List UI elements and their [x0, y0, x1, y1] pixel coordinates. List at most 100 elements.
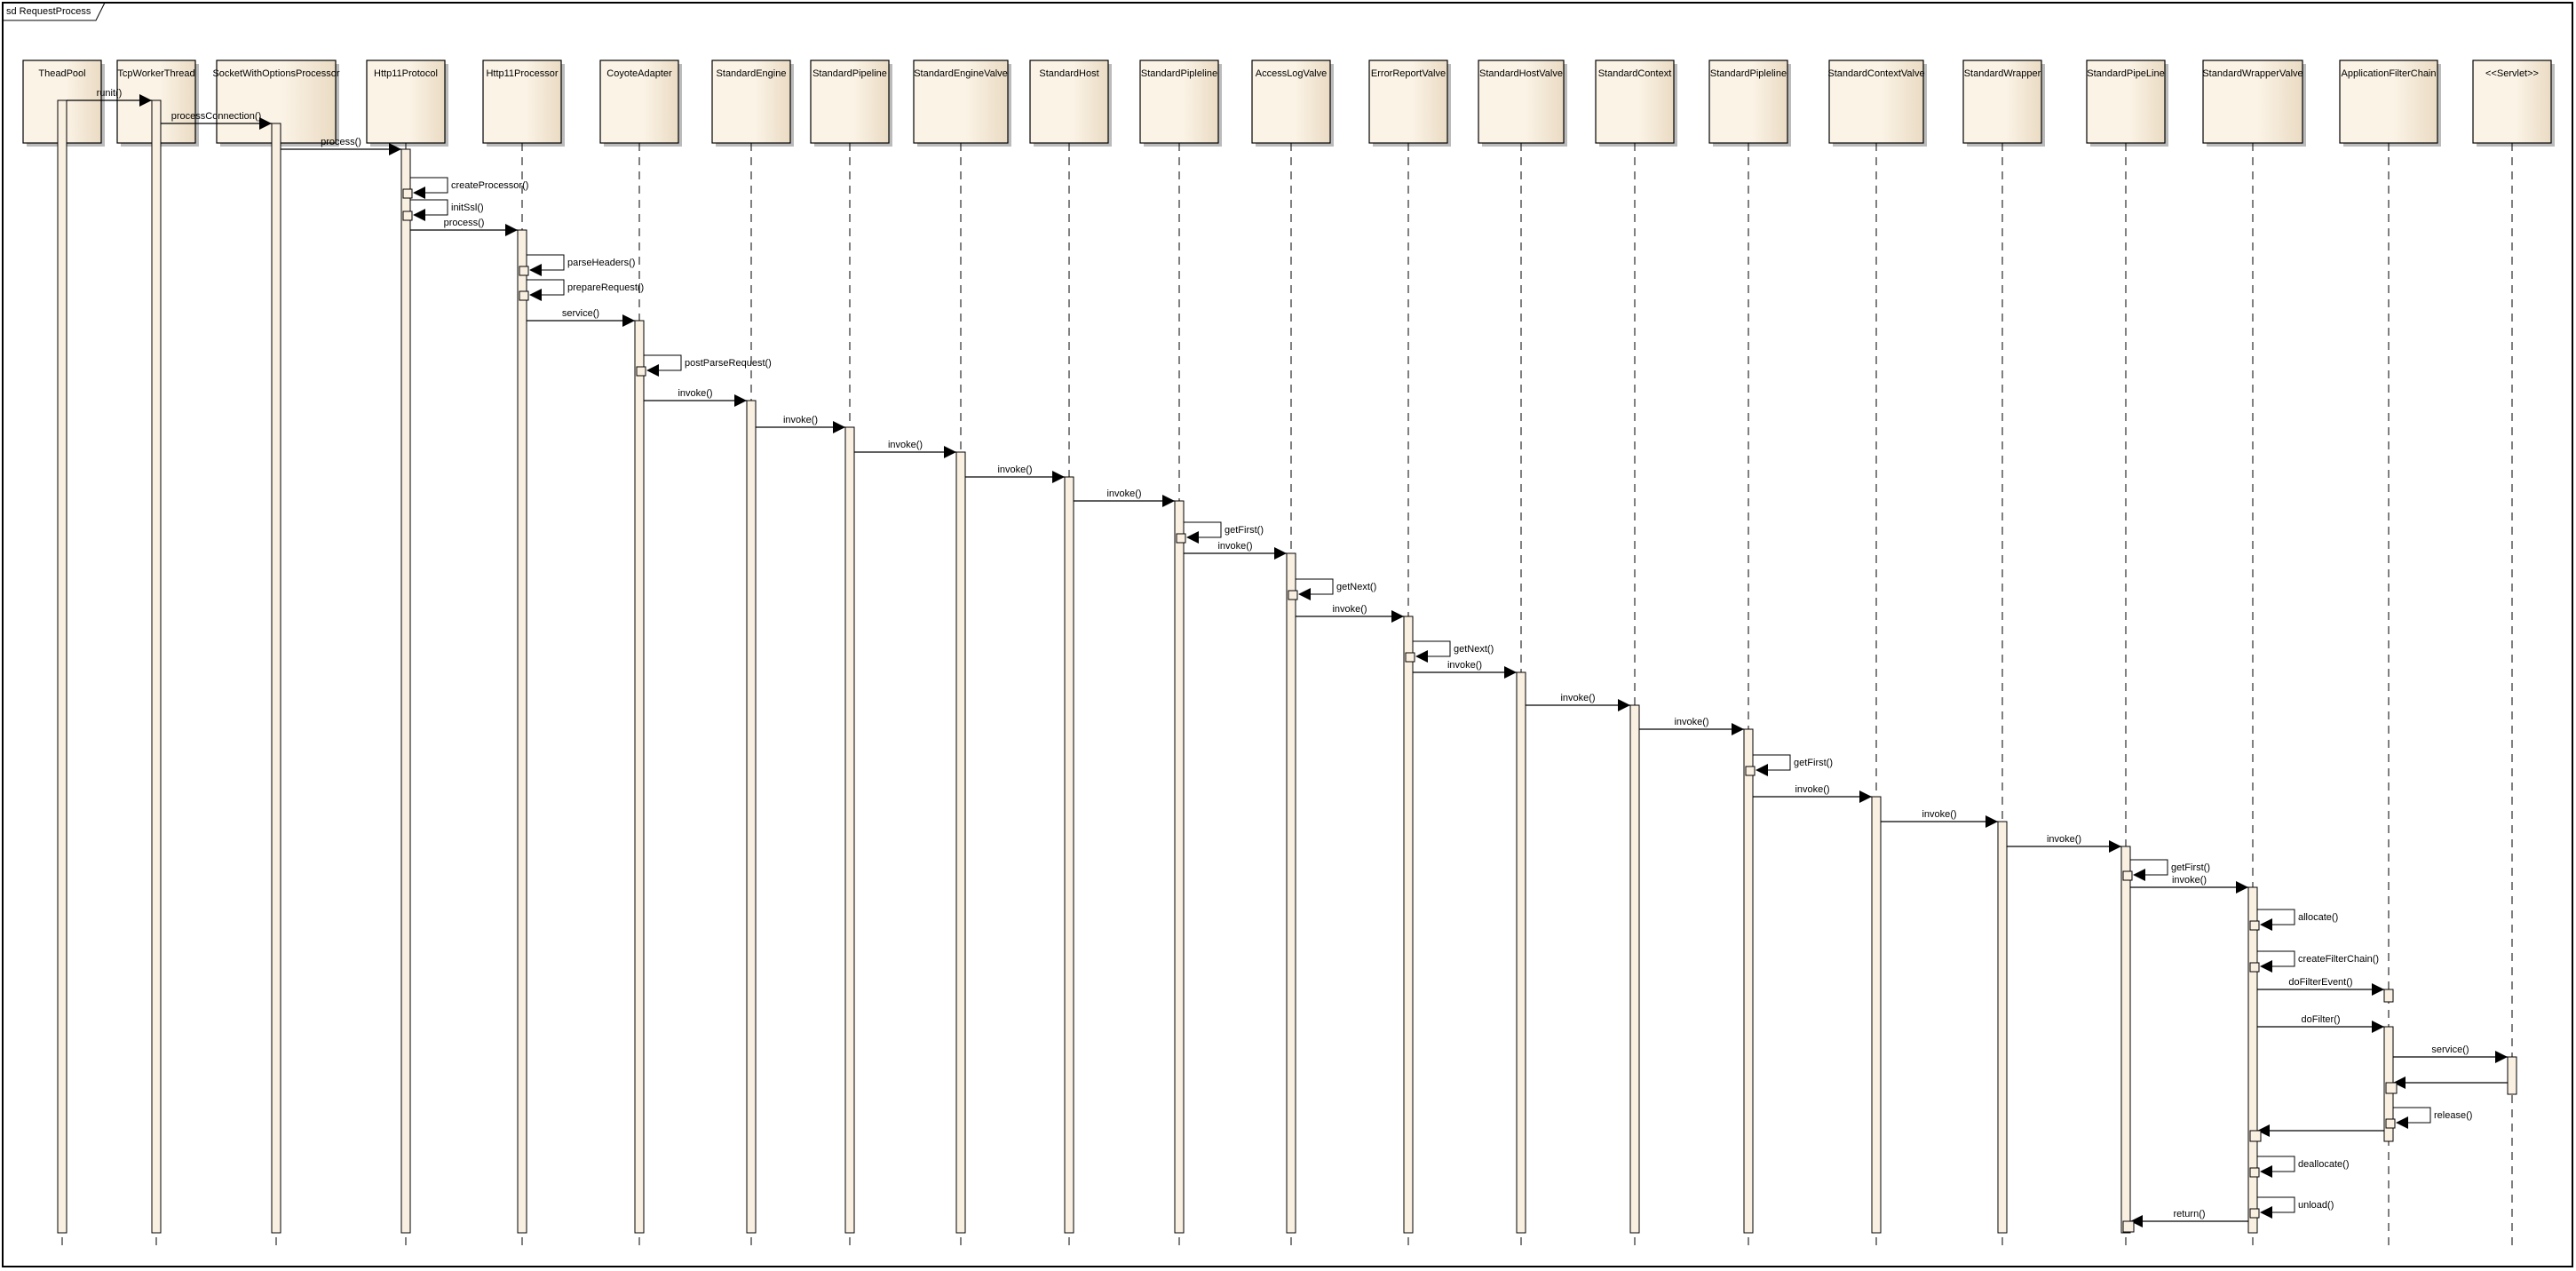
arrowhead-icon	[139, 94, 152, 107]
participant-label: ErrorReportValve	[1371, 68, 1446, 79]
message-label: service()	[2431, 1045, 2469, 1055]
participant-standardpipleline: StandardPipleline	[1708, 60, 1791, 1249]
activation-bar	[271, 123, 281, 1234]
message-invoke: invoke()	[854, 440, 956, 458]
activation-bar	[1174, 500, 1185, 1234]
activation-bar	[634, 320, 645, 1234]
participant-box	[2339, 60, 2438, 144]
arrowhead-icon	[1162, 495, 1175, 507]
message-getfirst: getFirst()	[1176, 521, 1264, 544]
activation-box	[1176, 533, 1186, 544]
activation-box	[2122, 870, 2133, 881]
message-invoke: invoke()	[2130, 875, 2248, 894]
message-label: getFirst()	[1794, 758, 1833, 768]
message-invoke: invoke()	[965, 465, 1065, 483]
message-label: getFirst()	[2171, 862, 2210, 873]
arrowhead-icon	[1186, 531, 1199, 544]
arrowhead-icon	[2495, 1051, 2508, 1063]
participant-standardwrapper: StandardWrapper	[1962, 60, 2045, 1249]
self-message-line	[1296, 578, 1334, 595]
participant-box	[1368, 60, 1448, 144]
message-label: getNext()	[1336, 582, 1376, 592]
message-label: invoke()	[997, 465, 1032, 475]
arrowhead-icon	[1504, 666, 1517, 679]
message-postparserequest: postParseRequest()	[636, 354, 772, 377]
activation-bar	[955, 451, 966, 1234]
activation-box	[1405, 652, 1415, 663]
arrowhead-icon	[1859, 790, 1872, 803]
self-message-line	[527, 279, 565, 296]
activation-box	[519, 290, 529, 301]
self-message-line	[644, 354, 682, 371]
message-invoke: invoke()	[644, 388, 747, 407]
activation-bar	[1997, 821, 2008, 1234]
message-label: processConnection()	[171, 111, 262, 122]
participant-accesslogvalve: AccessLogValve	[1251, 60, 1334, 1249]
activation-box	[2249, 1130, 2262, 1142]
arrowhead-icon	[1732, 723, 1744, 735]
frame-title: sd RequestProcess	[6, 6, 91, 17]
message-getnext: getNext()	[1288, 578, 1376, 600]
participant-box	[1029, 60, 1109, 144]
arrowhead-icon	[734, 394, 747, 407]
message-label: invoke()	[678, 388, 712, 399]
activation-box	[1288, 590, 1298, 600]
message-createprocessor: createProcessor()	[402, 177, 528, 199]
message-invoke: invoke()	[1526, 693, 1630, 711]
arrowhead-icon	[529, 289, 542, 301]
participant-label: StandardPipleline	[1710, 68, 1787, 79]
arrowhead-icon	[622, 314, 635, 327]
participant-label: StandardHost	[1039, 68, 1098, 79]
message-label: invoke()	[1674, 717, 1708, 727]
message-return	[2385, 1076, 2508, 1094]
message-label: runit()	[97, 88, 123, 99]
activation-box	[2122, 1220, 2135, 1233]
message-return	[2249, 1124, 2384, 1142]
arrowhead-icon	[1052, 471, 1065, 483]
activation-bar	[2120, 846, 2131, 1234]
participant-standardenginevalve: StandardEngineValve	[913, 60, 1011, 1249]
message-label: invoke()	[888, 440, 923, 450]
message-invoke: invoke()	[1184, 541, 1287, 560]
participant-coyoteadapter: CoyoteAdapter	[599, 60, 682, 1249]
message-invoke: invoke()	[1074, 489, 1175, 507]
message-process: process()	[410, 218, 518, 236]
participant-standardhostvalve: StandardHostValve	[1478, 60, 1567, 1249]
activation-bar	[1871, 796, 1882, 1234]
arrowhead-icon	[2396, 1116, 2408, 1129]
activation-box	[2249, 920, 2260, 931]
message-parseheaders: parseHeaders()	[519, 254, 635, 276]
participant-label: ApplicationFilterChain	[2342, 68, 2437, 79]
participant-standardcontextvalve: StandardContextValve	[1827, 60, 1927, 1249]
message-label: unload()	[2298, 1200, 2334, 1211]
arrowhead-icon	[833, 421, 845, 433]
activation-box	[402, 188, 413, 199]
message-dofilterevent: doFilterEvent()	[2257, 977, 2384, 996]
arrowhead-icon	[389, 143, 401, 155]
message-label: process()	[444, 218, 485, 228]
message-label: invoke()	[1795, 784, 1829, 795]
message-label: invoke()	[1922, 809, 1956, 820]
arrowhead-icon	[529, 264, 542, 276]
message-label: invoke()	[1332, 604, 1367, 615]
message-allocate: allocate()	[2249, 909, 2338, 931]
participant-box	[1962, 60, 2042, 144]
message-label: process()	[321, 137, 361, 147]
participant-errorreportvalve: ErrorReportValve	[1368, 60, 1451, 1249]
message-label: invoke()	[2047, 834, 2081, 845]
participant-box	[2472, 60, 2552, 144]
participant-standardcontext: StandardContext	[1595, 60, 1677, 1249]
arrowhead-icon	[1756, 764, 1768, 776]
activation-box	[2249, 1208, 2260, 1219]
arrowhead-icon	[1298, 588, 1311, 600]
arrowhead-icon	[2257, 1124, 2270, 1137]
message-createfilterchain: createFilterChain()	[2249, 950, 2379, 973]
arrowhead-icon	[1415, 650, 1428, 663]
self-message-line	[410, 199, 448, 216]
arrowhead-icon	[2133, 869, 2145, 881]
participant-box	[1708, 60, 1788, 144]
participant-box	[711, 60, 791, 144]
activation-bar	[2383, 989, 2394, 1003]
participant-standardpipleline: StandardPipleline	[1139, 60, 1222, 1249]
